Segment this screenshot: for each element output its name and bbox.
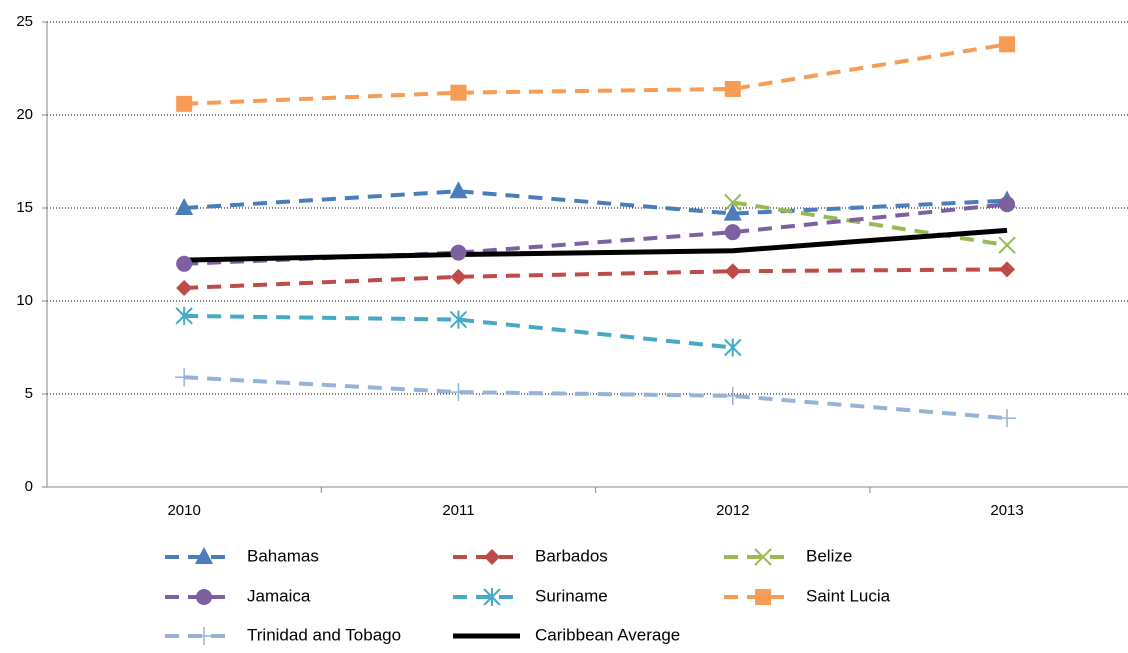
- marker: [999, 36, 1016, 53]
- x-tick-label: 2013: [990, 502, 1023, 519]
- y-tick-label: 0: [25, 478, 33, 495]
- marker: [998, 236, 1016, 254]
- marker: [724, 263, 741, 280]
- legend-label: Jamaica: [247, 586, 311, 605]
- legend-label: Bahamas: [247, 546, 319, 565]
- marker: [754, 548, 772, 566]
- x-tick-label: 2012: [716, 502, 749, 519]
- marker: [195, 547, 213, 564]
- marker: [483, 588, 501, 606]
- marker: [196, 589, 212, 605]
- y-tick-label: 5: [25, 385, 33, 402]
- y-tick-label: 10: [16, 292, 33, 309]
- marker: [723, 386, 742, 405]
- marker: [999, 261, 1016, 278]
- marker: [998, 409, 1017, 428]
- legend-label: Saint Lucia: [806, 586, 891, 605]
- y-tick-label: 20: [16, 106, 33, 123]
- series-line: [184, 42, 1008, 106]
- y-tick-label: 15: [16, 199, 33, 216]
- series-line: [184, 267, 1008, 290]
- y-tick-label: 25: [16, 13, 33, 30]
- marker: [450, 244, 467, 261]
- series-line: [184, 189, 1008, 216]
- series-line: [732, 200, 1008, 248]
- marker: [449, 181, 468, 199]
- marker: [175, 368, 194, 387]
- legend-label: Suriname: [535, 586, 608, 605]
- marker: [449, 310, 468, 329]
- marker: [724, 338, 742, 357]
- series-line: [184, 375, 1008, 421]
- series-line: [184, 227, 1008, 263]
- marker: [449, 383, 468, 402]
- marker: [723, 203, 742, 221]
- x-tick-label: 2011: [442, 502, 474, 519]
- marker: [724, 193, 742, 212]
- marker: [484, 549, 500, 565]
- marker: [755, 589, 771, 605]
- marker: [724, 224, 741, 241]
- marker: [176, 255, 193, 272]
- marker: [450, 84, 467, 101]
- marker: [175, 198, 194, 215]
- legend-label: Trinidad and Tobago: [247, 625, 401, 644]
- marker: [195, 627, 213, 645]
- marker: [176, 95, 193, 112]
- legend-label: Belize: [806, 546, 852, 565]
- legend: Bahamas Barbados Belize Jamaica Suriname Sain…: [165, 546, 891, 645]
- legend-label: Barbados: [535, 546, 608, 565]
- marker: [176, 279, 193, 296]
- marker: [724, 80, 741, 97]
- marker: [999, 196, 1016, 213]
- marker: [450, 268, 467, 285]
- legend-label: Caribbean Average: [535, 625, 680, 644]
- marker: [175, 306, 193, 325]
- x-tick-label: 2010: [167, 502, 200, 519]
